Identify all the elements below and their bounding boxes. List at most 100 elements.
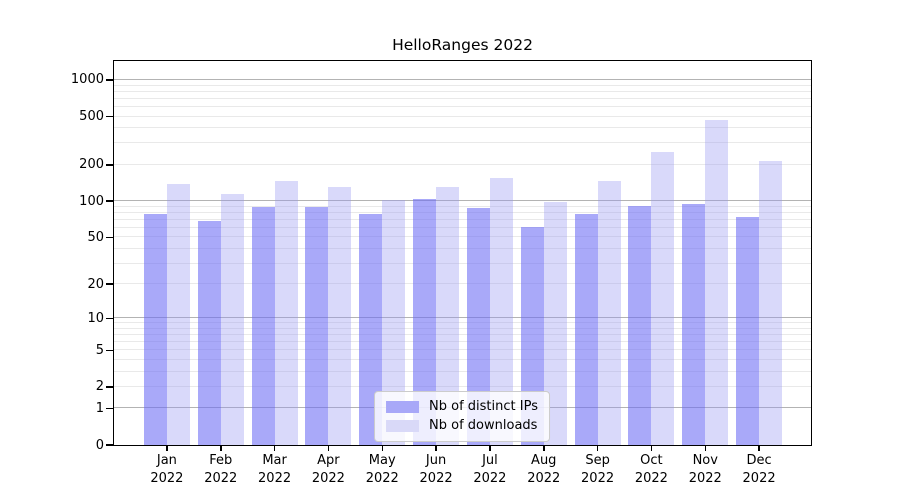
x-tick-label-jul: Jul 2022 (473, 453, 507, 486)
x-tick-label-oct: Oct 2022 (634, 453, 668, 486)
gridline-major (114, 79, 811, 80)
gridline-minor (114, 283, 811, 285)
y-tick-label-20: 20 (87, 276, 104, 292)
gridline-minor (114, 385, 811, 387)
bar-nb-of-downloads-feb (220, 194, 244, 445)
gridline-minor (114, 322, 811, 324)
chart-title: HelloRanges 2022 (392, 36, 533, 54)
y-tick-mark-50 (106, 236, 114, 239)
gridline-minor (114, 349, 811, 351)
gridline-minor (114, 341, 811, 343)
x-tick-mark-jun (435, 445, 437, 451)
gridline-minor (114, 127, 811, 129)
gridline-minor (114, 358, 811, 360)
bar-nb-of-distinct-ips-may (359, 213, 383, 445)
gridline-minor (114, 370, 811, 372)
bar-nb-of-downloads-jun (436, 187, 460, 445)
x-tick-mark-dec (758, 445, 760, 451)
legend-swatch-downloads (386, 420, 420, 432)
gridline-minor (114, 262, 811, 264)
plot-area (113, 60, 812, 446)
legend-swatch-distinct-ips (386, 401, 420, 413)
gridline-minor (114, 142, 811, 144)
x-tick-mark-feb (220, 445, 222, 451)
gridline-minor (114, 226, 811, 228)
bar-nb-of-downloads-aug (543, 202, 567, 445)
gridline-minor (114, 115, 811, 117)
bar-nb-of-downloads-may (382, 200, 406, 445)
bar-nb-of-distinct-ips-oct (628, 206, 652, 445)
y-tick-label-500: 500 (79, 109, 104, 125)
gridline-minor (114, 90, 811, 92)
legend-label-distinct-ips: Nb of distinct IPs (429, 399, 538, 414)
bar-nb-of-downloads-apr (328, 187, 352, 445)
gridline-minor (114, 211, 811, 213)
legend-row: Nb of distinct IPs (386, 399, 538, 415)
y-tick-mark-1000 (106, 79, 114, 81)
legend-row: Nb of downloads (386, 418, 538, 434)
y-tick-mark-100 (106, 200, 114, 202)
legend-label-downloads: Nb of downloads (429, 418, 538, 433)
bar-nb-of-distinct-ips-mar (251, 206, 275, 445)
x-tick-mark-mar (273, 445, 276, 451)
y-tick-mark-20 (106, 283, 114, 285)
bar-nb-of-downloads-mar (274, 181, 298, 445)
gridline-minor (114, 97, 811, 99)
y-tick-label-5: 5 (95, 342, 104, 358)
x-tick-mark-may (381, 445, 383, 451)
x-tick-label-aug: Aug 2022 (527, 453, 561, 486)
y-tick-label-100: 100 (79, 193, 104, 209)
bar-nb-of-distinct-ips-feb (197, 221, 221, 445)
bar-nb-of-distinct-ips-apr (305, 206, 329, 445)
gridline-minor (114, 218, 811, 220)
x-tick-mark-nov (704, 445, 706, 451)
bar-nb-of-downloads-dec (759, 161, 783, 445)
y-tick-mark-200 (106, 164, 114, 166)
gridline-minor (114, 84, 811, 86)
gridline-minor (114, 236, 811, 238)
x-tick-mark-jul (489, 445, 491, 451)
y-tick-label-10: 10 (87, 310, 104, 326)
gridline-minor (114, 327, 811, 329)
y-tick-label-1000: 1000 (70, 72, 104, 88)
gridline-minor (114, 163, 811, 165)
x-tick-mark-oct (650, 445, 653, 451)
x-tick-mark-jan (166, 445, 168, 451)
y-tick-label-0: 0 (95, 437, 104, 453)
gridline-minor (114, 334, 811, 336)
x-tick-label-mar: Mar 2022 (258, 453, 292, 486)
y-tick-label-50: 50 (87, 229, 104, 245)
bar-nb-of-downloads-sep (597, 181, 621, 445)
x-tick-label-may: May 2022 (365, 453, 399, 486)
x-tick-label-jan: Jan 2022 (150, 453, 184, 486)
y-tick-mark-10 (106, 317, 114, 320)
x-tick-label-feb: Feb 2022 (204, 453, 238, 486)
y-tick-label-200: 200 (79, 157, 104, 173)
bar-nb-of-distinct-ips-jul (466, 208, 490, 445)
x-tick-label-nov: Nov 2022 (688, 453, 722, 486)
bar-nb-of-distinct-ips-jan (143, 214, 167, 445)
x-tick-mark-aug (543, 445, 545, 451)
x-tick-label-jun: Jun 2022 (419, 453, 453, 486)
x-tick-label-sep: Sep 2022 (581, 453, 615, 486)
bar-nb-of-distinct-ips-aug (520, 226, 544, 445)
gridline-major (114, 200, 811, 202)
y-tick-label-2: 2 (95, 379, 104, 395)
legend: Nb of distinct IPs Nb of downloads (374, 391, 550, 442)
x-tick-mark-sep (596, 445, 599, 451)
y-tick-mark-2 (106, 386, 114, 388)
gridline-major (114, 317, 811, 319)
y-tick-mark-1 (106, 407, 114, 410)
x-tick-label-apr: Apr 2022 (311, 453, 345, 486)
bar-nb-of-downloads-oct (651, 152, 675, 445)
bar-nb-of-distinct-ips-jun (413, 199, 437, 445)
bar-nb-of-downloads-nov (705, 120, 729, 445)
bar-nb-of-distinct-ips-sep (574, 213, 598, 445)
y-tick-label-1: 1 (95, 400, 104, 416)
bar-nb-of-distinct-ips-dec (736, 216, 760, 445)
x-tick-label-dec: Dec 2022 (742, 453, 776, 486)
bar-nb-of-downloads-jul (489, 178, 513, 445)
x-tick-mark-apr (327, 445, 330, 451)
y-tick-mark-5 (106, 349, 114, 352)
